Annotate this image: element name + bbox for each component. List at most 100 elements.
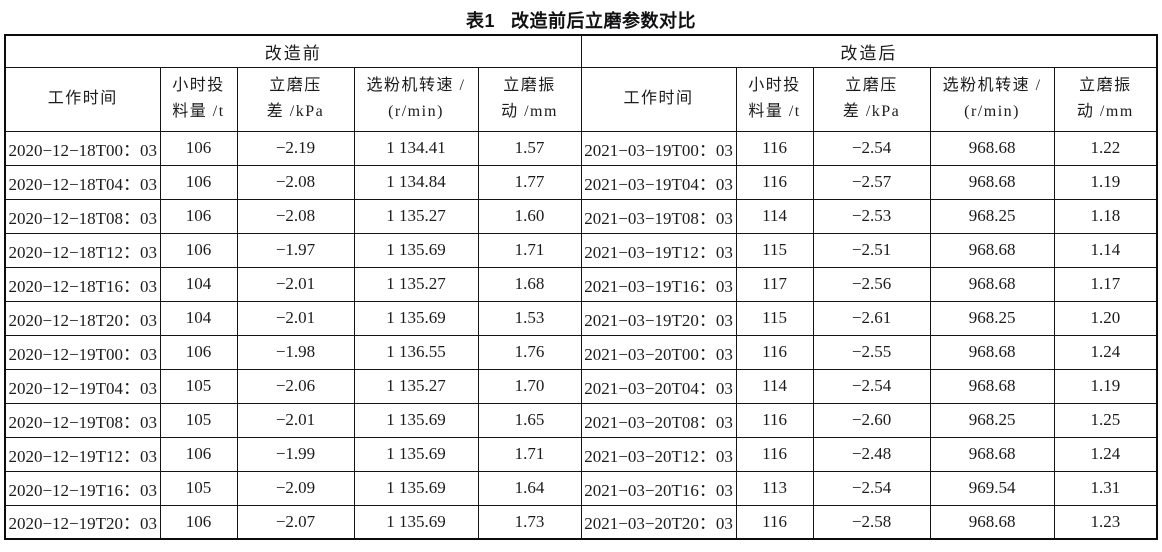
cell-before-time: 2020−12−18T20：03 (4, 300, 161, 336)
cell-after-hourly-feed: 114 (735, 198, 814, 234)
table-row: 2020−12−19T04：03 105 −2.06 1 135.27 1.70… (4, 368, 1158, 404)
group-header-after: 改造后 (580, 34, 1158, 68)
col-header-before-pressure-diff: 立磨压 差 /kPa (236, 66, 355, 132)
cell-before-time: 2020−12−19T00：03 (4, 334, 161, 370)
cell-before-time: 2020−12−18T08：03 (4, 198, 161, 234)
cell-before-pressure-diff: −2.08 (236, 198, 355, 234)
group-header-before: 改造前 (4, 34, 582, 68)
cell-after-separator-speed: 968.68 (929, 232, 1055, 268)
cell-before-pressure-diff: −2.19 (236, 130, 355, 166)
cell-before-vibration: 1.60 (477, 198, 582, 234)
cell-before-separator-speed: 1 135.69 (353, 402, 479, 438)
col-header-after-vibration: 立磨振 动 /mm (1053, 66, 1158, 132)
cell-after-pressure-diff: −2.51 (812, 232, 931, 268)
table-title: 改造前后立磨参数对比 (511, 11, 696, 31)
cell-after-time: 2021−03−19T12：03 (580, 232, 737, 268)
table-caption: 表1 改造前后立磨参数对比 (0, 0, 1162, 34)
cell-after-vibration: 1.23 (1053, 504, 1158, 540)
group-header-row: 改造前 改造后 (4, 34, 1158, 68)
table-row: 2020−12−19T12：03 106 −1.99 1 135.69 1.71… (4, 436, 1158, 472)
cell-before-vibration: 1.65 (477, 402, 582, 438)
cell-before-hourly-feed: 104 (159, 300, 238, 336)
cell-before-time: 2020−12−19T16：03 (4, 470, 161, 506)
column-header-row: 工作时间 小时投 料量 /t 立磨压 差 /kPa 选粉机转速 / (r/min… (4, 66, 1158, 132)
cell-after-time: 2021−03−19T00：03 (580, 130, 737, 166)
cell-before-pressure-diff: −1.97 (236, 232, 355, 268)
cell-before-separator-speed: 1 135.27 (353, 368, 479, 404)
cell-before-vibration: 1.73 (477, 504, 582, 540)
cell-before-time: 2020−12−18T16：03 (4, 266, 161, 302)
cell-after-pressure-diff: −2.48 (812, 436, 931, 472)
cell-before-time: 2020−12−18T12：03 (4, 232, 161, 268)
cell-before-vibration: 1.53 (477, 300, 582, 336)
table-row: 2020−12−18T12：03 106 −1.97 1 135.69 1.71… (4, 232, 1158, 268)
cell-before-separator-speed: 1 135.27 (353, 198, 479, 234)
cell-after-hourly-feed: 117 (735, 266, 814, 302)
cell-before-time: 2020−12−19T08：03 (4, 402, 161, 438)
cell-after-vibration: 1.24 (1053, 334, 1158, 370)
cell-after-pressure-diff: −2.55 (812, 334, 931, 370)
cell-before-hourly-feed: 106 (159, 232, 238, 268)
table-number: 表1 (465, 11, 495, 31)
cell-after-separator-speed: 968.25 (929, 402, 1055, 438)
table-row: 2020−12−19T00：03 106 −1.98 1 136.55 1.76… (4, 334, 1158, 370)
cell-after-vibration: 1.25 (1053, 402, 1158, 438)
cell-after-pressure-diff: −2.53 (812, 198, 931, 234)
cell-after-separator-speed: 968.68 (929, 164, 1055, 200)
cell-before-hourly-feed: 106 (159, 436, 238, 472)
cell-after-hourly-feed: 116 (735, 402, 814, 438)
col-header-after-pressure-diff: 立磨压 差 /kPa (812, 66, 931, 132)
cell-before-time: 2020−12−19T12：03 (4, 436, 161, 472)
col-header-before-vibration: 立磨振 动 /mm (477, 66, 582, 132)
cell-before-hourly-feed: 105 (159, 470, 238, 506)
cell-before-time: 2020−12−18T00：03 (4, 130, 161, 166)
cell-before-vibration: 1.64 (477, 470, 582, 506)
cell-after-time: 2021−03−19T20：03 (580, 300, 737, 336)
cell-after-pressure-diff: −2.54 (812, 470, 931, 506)
table-row: 2020−12−18T20：03 104 −2.01 1 135.69 1.53… (4, 300, 1158, 336)
cell-after-separator-speed: 968.25 (929, 300, 1055, 336)
cell-after-hourly-feed: 116 (735, 504, 814, 540)
cell-before-pressure-diff: −1.99 (236, 436, 355, 472)
cell-before-separator-speed: 1 135.27 (353, 266, 479, 302)
cell-before-separator-speed: 1 135.69 (353, 300, 479, 336)
cell-after-vibration: 1.20 (1053, 300, 1158, 336)
cell-before-time: 2020−12−18T04：03 (4, 164, 161, 200)
cell-after-hourly-feed: 116 (735, 334, 814, 370)
cell-before-separator-speed: 1 135.69 (353, 436, 479, 472)
cell-after-time: 2021−03−20T04：03 (580, 368, 737, 404)
cell-after-separator-speed: 968.68 (929, 504, 1055, 540)
cell-before-hourly-feed: 106 (159, 334, 238, 370)
cell-after-pressure-diff: −2.61 (812, 300, 931, 336)
cell-before-separator-speed: 1 135.69 (353, 232, 479, 268)
cell-after-separator-speed: 968.68 (929, 334, 1055, 370)
col-header-before-time: 工作时间 (4, 66, 161, 132)
cell-before-time: 2020−12−19T04：03 (4, 368, 161, 404)
cell-after-hourly-feed: 116 (735, 436, 814, 472)
cell-before-vibration: 1.68 (477, 266, 582, 302)
cell-before-pressure-diff: −2.01 (236, 402, 355, 438)
col-header-before-separator-speed: 选粉机转速 / (r/min) (353, 66, 479, 132)
cell-before-separator-speed: 1 134.41 (353, 130, 479, 166)
cell-after-separator-speed: 969.54 (929, 470, 1055, 506)
table-row: 2020−12−18T08：03 106 −2.08 1 135.27 1.60… (4, 198, 1158, 234)
cell-after-hourly-feed: 114 (735, 368, 814, 404)
cell-after-hourly-feed: 113 (735, 470, 814, 506)
cell-before-separator-speed: 1 135.69 (353, 470, 479, 506)
cell-after-vibration: 1.18 (1053, 198, 1158, 234)
cell-after-vibration: 1.19 (1053, 368, 1158, 404)
cell-after-separator-speed: 968.68 (929, 266, 1055, 302)
cell-after-separator-speed: 968.68 (929, 130, 1055, 166)
cell-before-vibration: 1.71 (477, 232, 582, 268)
cell-before-vibration: 1.76 (477, 334, 582, 370)
cell-after-vibration: 1.14 (1053, 232, 1158, 268)
cell-before-hourly-feed: 106 (159, 504, 238, 540)
cell-before-hourly-feed: 106 (159, 198, 238, 234)
cell-after-time: 2021−03−20T12：03 (580, 436, 737, 472)
cell-before-hourly-feed: 104 (159, 266, 238, 302)
cell-after-pressure-diff: −2.56 (812, 266, 931, 302)
cell-after-time: 2021−03−20T20：03 (580, 504, 737, 540)
table-row: 2020−12−18T16：03 104 −2.01 1 135.27 1.68… (4, 266, 1158, 302)
cell-before-vibration: 1.57 (477, 130, 582, 166)
cell-after-hourly-feed: 115 (735, 300, 814, 336)
